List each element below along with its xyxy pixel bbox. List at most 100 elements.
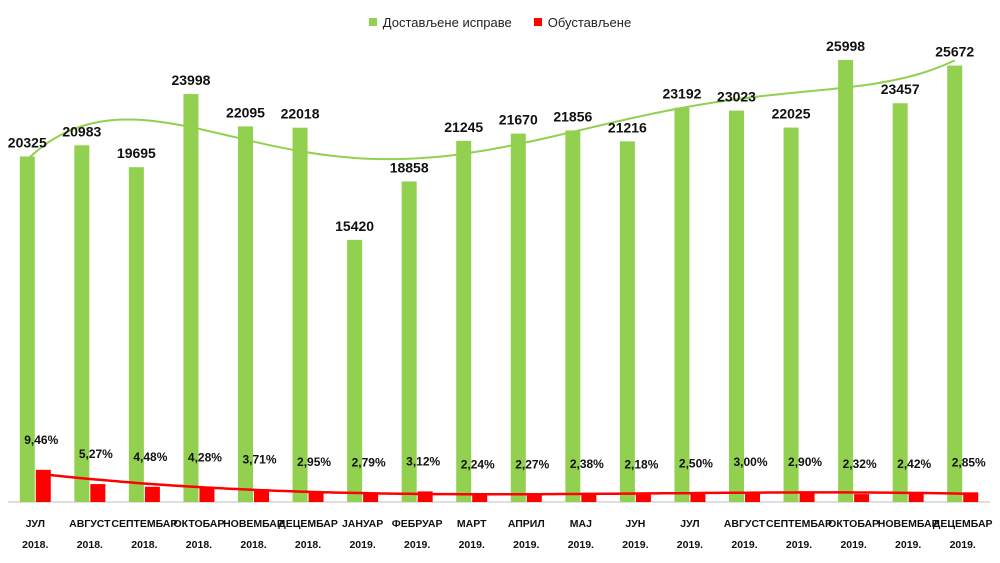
- delivered-bar: [729, 110, 744, 502]
- delivered-value-label: 23023: [717, 89, 756, 105]
- suspended-bar: [363, 492, 379, 502]
- suspended-percent-label: 2,42%: [897, 457, 931, 471]
- delivered-value-label: 21245: [444, 119, 483, 135]
- suspended-percent-label: 2,90%: [788, 455, 822, 469]
- suspended-bar: [854, 494, 870, 502]
- x-tick-year-label: 2018.: [240, 539, 266, 551]
- x-tick-month-label: АПРИЛ: [508, 518, 545, 530]
- legend-item-delivered: Достављене исправе: [368, 15, 512, 30]
- delivered-bar: [619, 141, 635, 502]
- delivered-bar: [347, 239, 363, 503]
- suspended-bar: [35, 469, 51, 502]
- legend-item-suspended: Обустављене: [533, 14, 632, 30]
- suspended-percent-label: 2,27%: [515, 457, 549, 471]
- suspended-percent-label: 4,28%: [188, 450, 222, 464]
- x-tick-month-label: СЕПТЕМБАР: [111, 518, 177, 530]
- delivered-value-label: 20983: [62, 123, 101, 139]
- delivered-value-label: 18858: [390, 159, 429, 175]
- suspended-bar: [308, 491, 324, 502]
- suspended-percent-label: 4,48%: [133, 450, 167, 464]
- suspended-bar: [526, 494, 542, 502]
- x-tick-year-label: 2019.: [895, 539, 921, 551]
- suspended-percent-label: 9,46%: [24, 433, 58, 447]
- suspended-bar: [581, 493, 597, 502]
- delivered-value-label: 23998: [171, 72, 210, 88]
- x-tick-year-label: 2019.: [840, 539, 866, 551]
- x-tick-year-label: 2018.: [295, 539, 321, 551]
- suspended-bar: [472, 494, 488, 502]
- suspended-bars-group: [35, 469, 979, 502]
- x-tick-month-label: ЈУЛ: [26, 518, 45, 530]
- delivered-value-label: 19695: [117, 145, 156, 161]
- delivered-value-label: 21216: [608, 119, 647, 135]
- delivered-bar: [565, 130, 581, 502]
- delivered-value-label: 23457: [881, 81, 920, 97]
- delivered-bar: [292, 127, 308, 502]
- x-tick-month-label: ФЕБРУАР: [392, 518, 443, 530]
- x-tick-year-label: 2019.: [568, 539, 594, 551]
- x-tick-year-label: 2019.: [513, 539, 539, 551]
- x-tick-year-label: 2019.: [349, 539, 375, 551]
- x-tick-month-label: ЈУЛ: [680, 518, 699, 530]
- suspended-percent-label: 2,24%: [461, 457, 495, 471]
- x-tick-year-label: 2018.: [186, 539, 212, 551]
- data-labels-group: 20325 9,46% 20983 5,27% 19695 4,48% 23998 4,28%…: [8, 38, 986, 472]
- x-tick-year-label: 2019.: [786, 539, 812, 551]
- suspended-bar: [690, 493, 706, 502]
- delivered-value-label: 25672: [935, 44, 974, 60]
- suspended-bar: [144, 486, 160, 502]
- delivered-bar: [783, 127, 799, 502]
- suspended-bar: [199, 487, 215, 502]
- delivered-value-label: 15420: [335, 218, 374, 234]
- delivered-bar: [19, 156, 35, 502]
- delivered-value-label: 23192: [662, 86, 701, 102]
- x-tick-month-label: СЕПТЕМБАР: [766, 518, 832, 530]
- suspended-bar: [254, 489, 269, 502]
- suspended-bar: [417, 491, 433, 502]
- x-tick-month-label: ЈАНУАР: [342, 518, 383, 530]
- x-tick-month-label: АВГУСТ: [724, 518, 766, 530]
- suspended-percent-label: 2,95%: [297, 455, 331, 469]
- x-tick-month-label: НОВЕМБАР: [223, 518, 284, 530]
- x-tick-year-label: 2019.: [459, 539, 485, 551]
- delivered-value-label: 20325: [8, 134, 47, 150]
- suspended-percent-label: 3,00%: [733, 455, 767, 469]
- x-tick-month-label: ОКТОБАР: [828, 518, 879, 530]
- suspended-percent-label: 2,85%: [952, 455, 986, 469]
- suspended-percent-label: 3,71%: [242, 452, 276, 466]
- chart-legend: Достављене исправе Обустављене: [0, 10, 1000, 34]
- trendlines-group: [26, 59, 971, 496]
- suspended-percent-label: 3,12%: [406, 454, 440, 468]
- x-tick-year-label: 2019.: [622, 539, 648, 551]
- x-tick-year-label: 2018.: [22, 539, 48, 551]
- delivered-bar: [238, 126, 253, 502]
- suspended-bar: [963, 492, 979, 502]
- x-tick-month-label: ДЕЦЕМБАР: [933, 518, 993, 530]
- x-tick-month-label: ОКТОБАР: [173, 518, 224, 530]
- delivered-bar: [183, 94, 199, 502]
- x-tick-month-label: ЈУН: [625, 518, 645, 530]
- suspended-percent-label: 2,32%: [843, 457, 877, 471]
- x-tick-month-label: АВГУСТ: [69, 518, 111, 530]
- delivered-bar: [892, 103, 908, 502]
- delivered-bars-group: [19, 60, 963, 503]
- delivered-value-label: 22095: [226, 104, 265, 120]
- legend-label-suspended: Обустављене: [547, 14, 632, 30]
- suspended-bar: [635, 494, 651, 502]
- delivered-trendline: [26, 59, 956, 161]
- x-tick-year-label: 2019.: [731, 539, 757, 551]
- delivered-bar: [510, 133, 526, 503]
- delivered-bar: [947, 65, 963, 503]
- x-tick-year-label: 2018.: [131, 539, 157, 551]
- x-tick-month-label: ДЕЦЕМБАР: [278, 518, 338, 530]
- suspended-trendline: [43, 473, 971, 496]
- legend-swatch-delivered: [368, 18, 377, 26]
- x-tick-year-label: 2019.: [950, 539, 976, 551]
- x-tick-month-label: МАРТ: [457, 518, 487, 530]
- x-axis-ticks-group: ЈУЛ 2018. АВГУСТ 2018. СЕПТЕМБАР 2018. ОКТОБАР…: [22, 518, 992, 551]
- suspended-bar: [745, 491, 760, 502]
- delivered-bar: [74, 145, 90, 502]
- x-tick-year-label: 2018.: [77, 539, 103, 551]
- suspended-bar: [90, 484, 106, 502]
